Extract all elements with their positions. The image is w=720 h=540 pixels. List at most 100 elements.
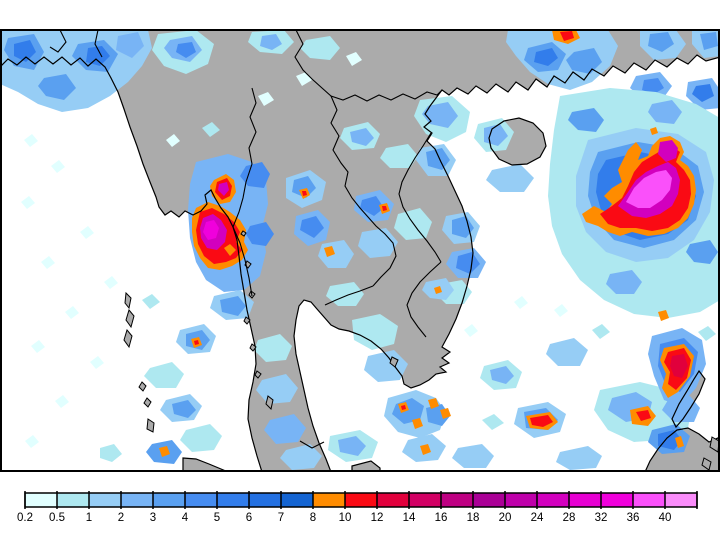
map-shape — [159, 446, 170, 457]
cyclone-heavy-rain-core — [582, 127, 696, 236]
map-shape — [636, 410, 651, 421]
map-shape — [38, 74, 76, 100]
colorbar-cell — [441, 493, 473, 507]
colorbar-tick-label: 18 — [467, 512, 480, 524]
map-shape — [360, 196, 384, 216]
map-shape — [464, 324, 478, 337]
map-shape — [202, 122, 220, 137]
map-shape — [698, 326, 716, 341]
map-shape — [260, 34, 282, 50]
map-shape — [180, 424, 222, 452]
map-shape — [452, 216, 474, 238]
colorbar-tick-label: 16 — [435, 512, 448, 524]
map-content — [2, 31, 718, 470]
colorbar-cell — [601, 493, 633, 507]
map-shape — [338, 436, 366, 456]
colorbar-cell — [121, 493, 153, 507]
map-shape — [648, 32, 674, 52]
map-shape — [65, 306, 79, 319]
map-shape — [104, 276, 118, 289]
map-shape — [176, 42, 196, 58]
map-shape — [701, 457, 712, 470]
map-shape — [382, 206, 387, 211]
map-shape — [406, 261, 442, 338]
map-shape — [642, 78, 664, 94]
map-shape — [452, 444, 494, 468]
map-shape — [218, 182, 229, 196]
map-shape — [86, 46, 110, 66]
map-shape — [352, 314, 398, 350]
colorbar-tick-label: 0.2 — [17, 512, 33, 524]
map-shape — [80, 226, 94, 239]
colorbar-cell — [377, 493, 409, 507]
colorbar-tick-label: 5 — [214, 512, 220, 524]
map-shape — [254, 370, 262, 379]
map-shape — [265, 395, 274, 410]
map-shape — [380, 144, 418, 168]
colorbar-outline — [24, 492, 698, 508]
map-shape — [24, 134, 38, 147]
map-shape — [240, 230, 247, 237]
map-shape — [428, 398, 439, 409]
map-shape — [318, 240, 354, 268]
map-shape — [650, 127, 658, 135]
map-shape — [51, 160, 65, 173]
map-shape — [14, 40, 36, 62]
map-shape — [280, 444, 322, 470]
map-shape — [670, 354, 688, 378]
map-shape — [350, 128, 374, 146]
map-shape — [658, 140, 678, 162]
map-shape — [398, 132, 442, 263]
precipitation-field — [2, 31, 718, 470]
map-shape — [31, 340, 45, 353]
colorbar-cell — [25, 493, 57, 507]
colorbar-cell — [153, 493, 185, 507]
map-shape — [49, 31, 67, 53]
map-shape — [90, 356, 104, 369]
colorbar-cell — [409, 493, 441, 507]
map-shape — [324, 246, 335, 257]
map-shape — [364, 350, 408, 382]
map-frame — [0, 29, 720, 472]
map-shape — [125, 308, 135, 329]
map-shape — [94, 31, 103, 58]
map-shape — [138, 381, 147, 392]
map-shape — [530, 415, 553, 427]
map-shape — [675, 436, 684, 448]
map-shape — [412, 418, 423, 429]
colorbar-tick-label: 0.5 — [49, 512, 65, 524]
palawan-heavy-rain-core — [648, 310, 706, 406]
map-shape — [490, 366, 514, 384]
map-shape — [172, 400, 196, 418]
colorbar-tick-label: 32 — [595, 512, 608, 524]
colorbar-cell — [633, 493, 665, 507]
map-shape — [606, 270, 642, 294]
map-shape — [389, 356, 399, 368]
map-shape — [232, 87, 257, 228]
map-shape — [440, 408, 451, 419]
map-shape — [324, 285, 374, 306]
map-shape — [144, 362, 184, 388]
map-shape — [546, 338, 588, 366]
map-shape — [514, 296, 528, 309]
map-shape — [124, 291, 132, 310]
map-shape — [330, 95, 397, 287]
colorbar-cell — [57, 493, 89, 507]
map-shape — [299, 440, 325, 449]
country-borders — [49, 31, 443, 449]
map-shape — [560, 31, 574, 41]
map-shape — [556, 446, 602, 470]
map-shape — [300, 216, 324, 238]
map-shape — [264, 414, 306, 444]
colorbar-cell — [345, 493, 377, 507]
map-shape — [243, 316, 251, 325]
map-shape — [146, 418, 155, 433]
colorbar-cell — [473, 493, 505, 507]
map-shape — [456, 252, 480, 274]
map-shape — [143, 397, 152, 408]
map-shape — [55, 395, 69, 408]
map-shape — [700, 32, 718, 50]
map-shape — [256, 374, 298, 404]
map-shape — [686, 240, 718, 264]
